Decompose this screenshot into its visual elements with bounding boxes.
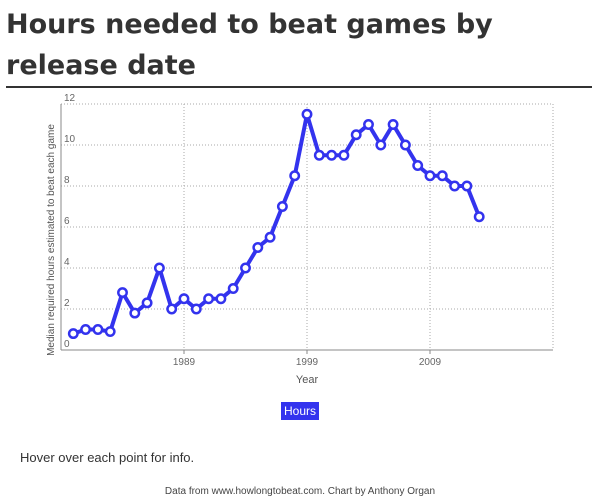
- data-point[interactable]: [178, 293, 190, 305]
- data-point[interactable]: [104, 326, 116, 338]
- data-point[interactable]: [473, 211, 485, 223]
- data-point[interactable]: [350, 129, 362, 141]
- x-tick-label: 2009: [419, 357, 442, 368]
- y-tick-label: 10: [64, 134, 76, 145]
- data-point[interactable]: [215, 293, 227, 305]
- data-point[interactable]: [399, 139, 411, 151]
- hover-hint: Hover over each point for info.: [20, 450, 195, 465]
- data-point[interactable]: [141, 297, 153, 309]
- data-point[interactable]: [301, 108, 313, 120]
- data-point[interactable]: [203, 293, 215, 305]
- x-tick-label: 1999: [296, 357, 319, 368]
- data-point[interactable]: [313, 149, 325, 161]
- footer-credit: Data from www.howlongtobeat.com. Chart b…: [164, 486, 436, 497]
- data-point[interactable]: [240, 262, 251, 274]
- grid-lines: [61, 103, 554, 350]
- x-tick-label: 1989: [173, 357, 196, 368]
- y-tick-label: 12: [64, 93, 76, 104]
- data-point[interactable]: [252, 242, 264, 253]
- series-line-layer: [71, 112, 482, 336]
- title-divider: [6, 86, 592, 88]
- axes: [60, 104, 553, 354]
- data-point[interactable]: [338, 149, 350, 161]
- legend-hours-button[interactable]: Hours: [281, 402, 319, 420]
- y-tick-label: 6: [64, 216, 70, 227]
- data-point[interactable]: [363, 119, 374, 130]
- y-tick-label: 8: [64, 175, 70, 186]
- data-point[interactable]: [289, 170, 301, 182]
- data-point[interactable]: [387, 119, 399, 130]
- data-point[interactable]: [264, 231, 276, 243]
- data-point[interactable]: [436, 170, 448, 182]
- data-point[interactable]: [326, 149, 338, 161]
- y-tick-label: 0: [64, 339, 70, 350]
- y-tick-label: 4: [64, 257, 70, 268]
- tick-labels: 1989 1999 2009 0 2 4 6 8 10 12: [64, 93, 442, 368]
- data-point[interactable]: [129, 307, 141, 319]
- line-chart: 1989 1999 2009 0 2 4 6 8 10 12 Year Median requir…: [46, 93, 554, 386]
- data-point[interactable]: [276, 201, 288, 212]
- data-point[interactable]: [80, 324, 92, 335]
- data-point[interactable]: [227, 283, 239, 294]
- y-axis-label: Median required hours estimated to beat …: [46, 124, 57, 356]
- series-line-hours: [71, 112, 482, 336]
- data-point[interactable]: [412, 160, 424, 171]
- data-point[interactable]: [375, 139, 387, 151]
- data-point[interactable]: [67, 328, 79, 340]
- x-axis-label: Year: [296, 374, 319, 386]
- page-title: Hours needed to beat games by release da…: [6, 9, 493, 81]
- data-point[interactable]: [153, 262, 165, 274]
- data-points: [67, 108, 485, 340]
- data-point[interactable]: [449, 180, 461, 192]
- data-point[interactable]: [166, 303, 178, 315]
- y-tick-label: 2: [64, 298, 70, 309]
- data-point[interactable]: [117, 287, 128, 299]
- data-point[interactable]: [424, 170, 436, 182]
- data-point[interactable]: [461, 180, 473, 192]
- data-point[interactable]: [190, 303, 202, 315]
- data-point[interactable]: [92, 324, 104, 335]
